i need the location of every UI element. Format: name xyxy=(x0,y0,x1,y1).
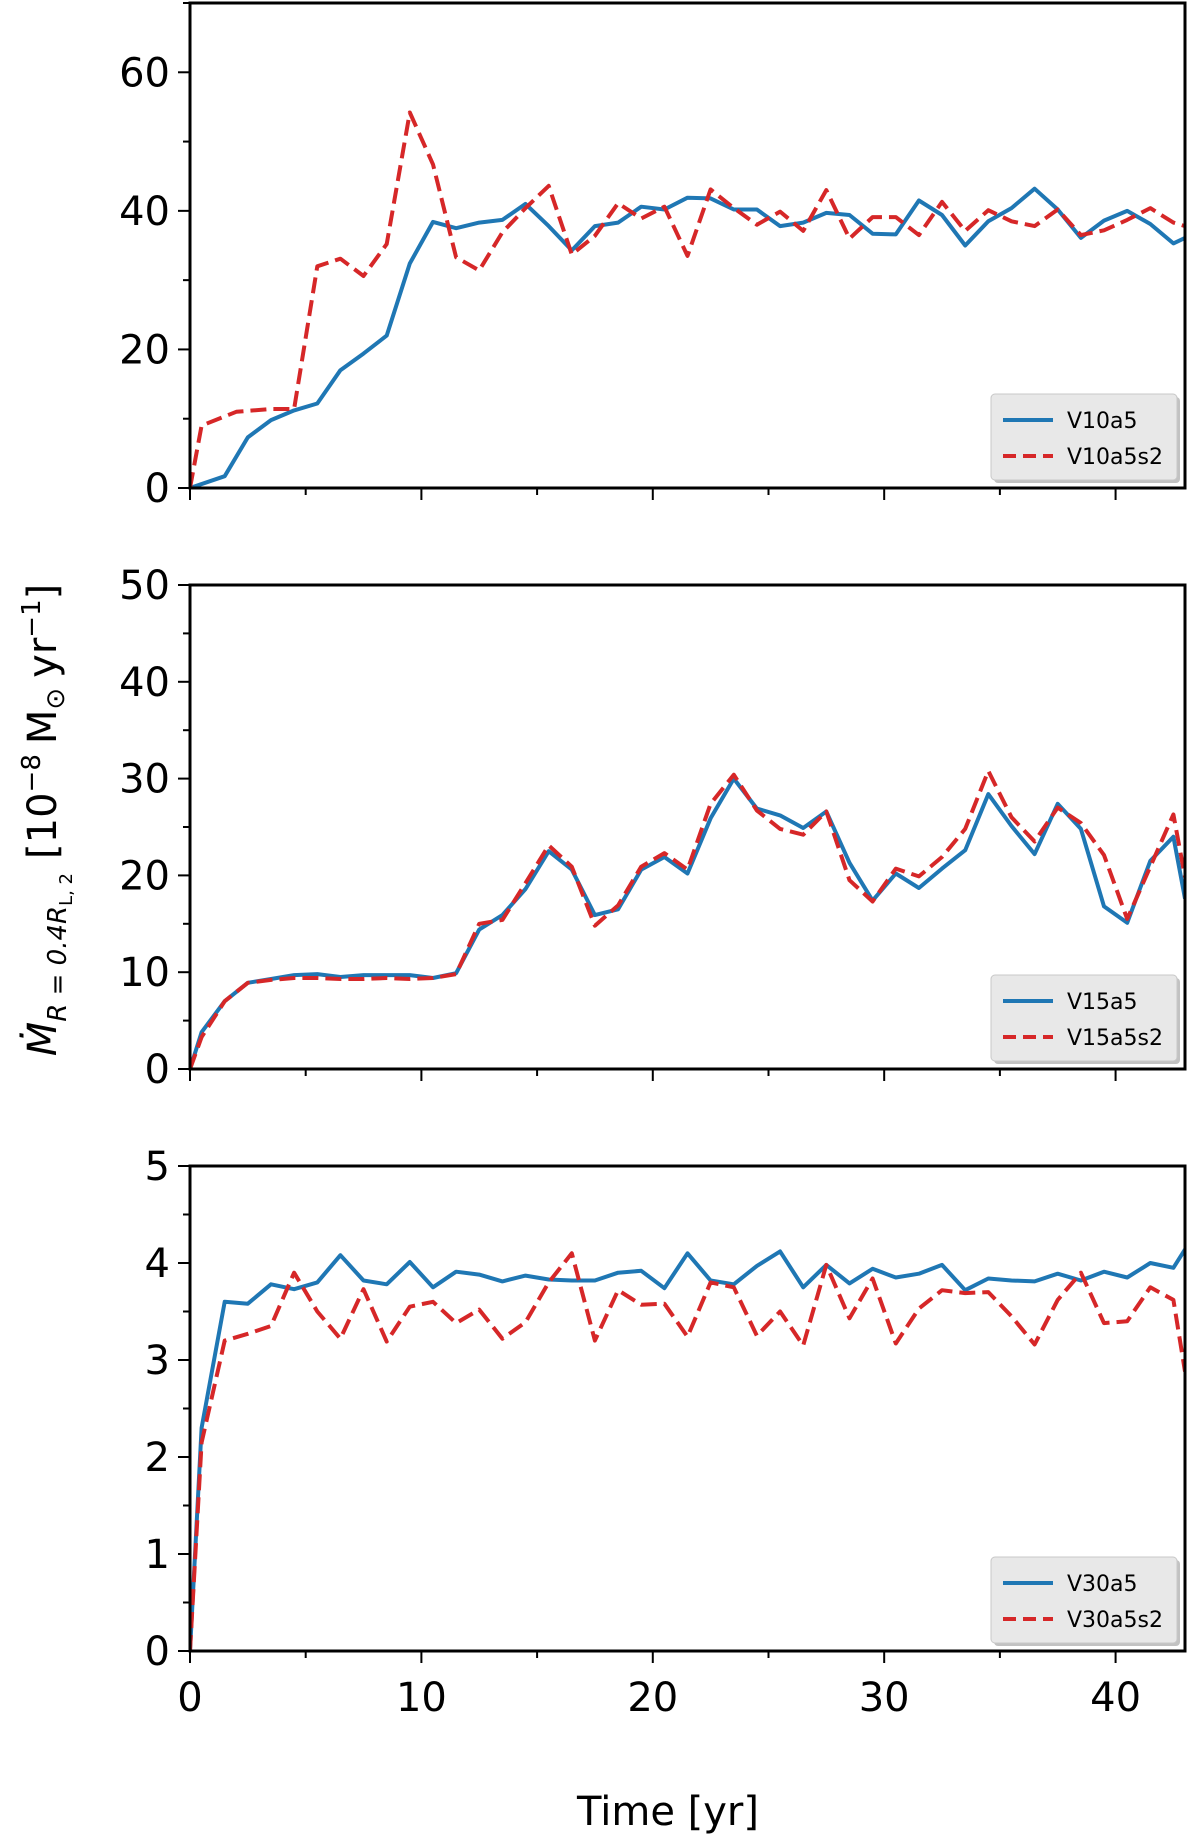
y-tick-label: 5 xyxy=(145,1144,170,1190)
y-tick-label: 60 xyxy=(119,50,170,96)
ylabel-yr-exp: −1 xyxy=(17,599,47,637)
y-tick-label: 20 xyxy=(119,853,170,899)
y-tick-label: 0 xyxy=(145,1629,170,1675)
series-line-V30a5s2 xyxy=(190,1251,1185,1651)
series-line-V30a5 xyxy=(190,1248,1185,1651)
series-group xyxy=(190,1248,1185,1651)
x-tick-label: 40 xyxy=(1090,1675,1141,1721)
y-tick-label: 40 xyxy=(119,660,170,706)
legend: V15a5 V15a5s2 xyxy=(990,974,1180,1064)
legend-label-V15a5: V15a5 xyxy=(1067,990,1138,1015)
ylabel-subsub: L, 2 xyxy=(56,873,77,906)
legend-label-V10a5s2: V10a5s2 xyxy=(1067,445,1163,470)
plot-frame xyxy=(188,583,1187,1071)
y-tick-label: 20 xyxy=(119,327,170,373)
ylabel-exp: −8 xyxy=(17,754,47,792)
series-line-V15a5s2 xyxy=(190,768,1185,1069)
panel-1: 0 20 40 60 V10a5 V10a5s2 xyxy=(119,1,1187,512)
series-line-V10a5s2 xyxy=(190,110,1185,488)
legend: V10a5 V10a5s2 xyxy=(990,393,1180,483)
y-tick-label: 3 xyxy=(145,1338,170,1384)
y-tick-label: 30 xyxy=(119,757,170,803)
y-tick-label: 50 xyxy=(119,563,170,609)
y-tick-label: 10 xyxy=(119,950,170,996)
ylabel-subscript: R = 0.4R xyxy=(43,906,73,1022)
ylabel-sun: ⊙ xyxy=(41,688,71,710)
x-tick-label: 20 xyxy=(627,1675,678,1721)
x-tick-label: 30 xyxy=(859,1675,910,1721)
series-group xyxy=(190,110,1185,488)
y-tick-label: 0 xyxy=(145,1047,170,1093)
svg-text:ṀR = 0.4RL, 2[10−8M⊙yr−1]: ṀR = 0.4RL, 2 [10−8 M⊙ yr−1] xyxy=(17,584,77,1056)
ylabel-yr: yr xyxy=(20,637,66,678)
x-axis-title: Time [yr] xyxy=(576,1789,759,1835)
legend-label-V15a5s2: V15a5s2 xyxy=(1067,1026,1163,1051)
legend-label-V30a5s2: V30a5s2 xyxy=(1067,1608,1163,1633)
legend: V30a5 V30a5s2 xyxy=(990,1556,1180,1646)
y-tick-label: 0 xyxy=(145,466,170,512)
x-tick-label: 10 xyxy=(396,1675,447,1721)
y-tick-label: 2 xyxy=(145,1435,170,1481)
y-tick-label: 1 xyxy=(145,1532,170,1578)
legend-label-V30a5: V30a5 xyxy=(1067,1572,1138,1597)
y-tick-label: 40 xyxy=(119,189,170,235)
plot-frame xyxy=(188,1,1187,490)
legend-label-V10a5: V10a5 xyxy=(1067,409,1138,434)
y-tick-label: 4 xyxy=(145,1241,170,1287)
plot-frame xyxy=(188,1164,1187,1653)
panel-3: 0 1 2 3 4 5 0 10 20 30 40 V30a5 V30a5s2 xyxy=(145,1144,1187,1721)
ylabel-mdot: Ṁ xyxy=(18,1022,66,1057)
legend-box xyxy=(990,393,1178,481)
series-line-V15a5 xyxy=(190,776,1185,1069)
legend-box xyxy=(990,974,1178,1062)
series-group xyxy=(190,768,1185,1069)
x-tick-label: 0 xyxy=(177,1675,202,1721)
panel-2: 0 10 20 30 40 50 V15a5 V15a5s2 xyxy=(119,563,1187,1093)
ylabel-close: ] xyxy=(20,584,66,600)
ylabel-units-tail: M xyxy=(20,710,66,745)
legend-box xyxy=(990,1556,1178,1644)
ylabel-units: [10 xyxy=(20,792,66,859)
y-axis-title: ṀR = 0.4RL, 2 [10−8 M⊙ yr−1] xyxy=(17,584,77,1056)
series-line-V10a5 xyxy=(190,186,1185,488)
